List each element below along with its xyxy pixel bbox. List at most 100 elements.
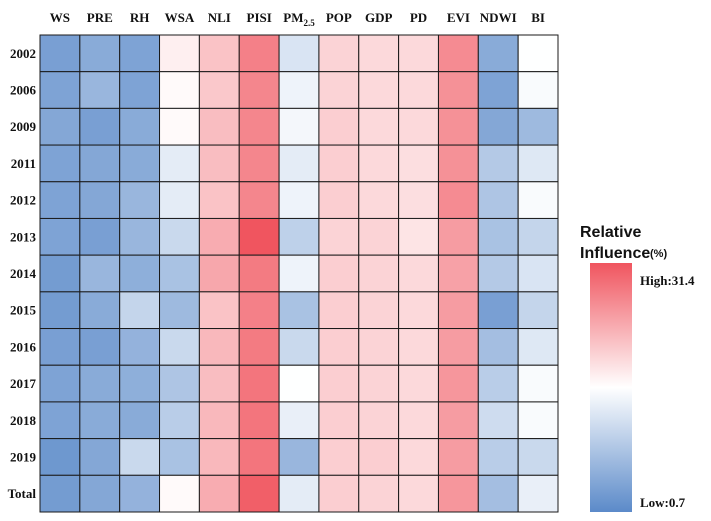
cell-2012-wsa (159, 181, 200, 219)
cell-2006-pop (318, 71, 360, 109)
cell-2014-rh (119, 254, 161, 293)
row-label-2009: 2009 (10, 119, 37, 134)
cell-2019-ws (39, 438, 81, 476)
row-label-2011: 2011 (11, 156, 36, 171)
cell-2012-nli (198, 181, 240, 219)
cell-2019-pm2-5 (278, 438, 320, 476)
cell-2002-bi (517, 34, 559, 73)
cell-2002-pop (318, 34, 360, 73)
legend-title-line2: Influence (580, 245, 650, 262)
cell-2017-pop (318, 364, 360, 403)
cell-2013-evi (437, 217, 479, 256)
cell-total-nli (198, 474, 240, 513)
column-label-ndwi: NDWI (480, 10, 517, 25)
cell-2006-pre (79, 71, 121, 109)
column-label-rh: RH (130, 10, 150, 25)
cell-2013-ws (39, 217, 81, 256)
cell-2018-pop (318, 401, 360, 440)
cell-total-pre (79, 474, 121, 513)
cell-2009-ndwi (477, 107, 519, 146)
cell-2015-ws (39, 291, 81, 330)
cell-2018-evi (437, 401, 479, 440)
cell-2017-pm2-5 (278, 364, 320, 403)
cell-2015-nli (198, 291, 240, 330)
cell-2015-pop (318, 291, 360, 330)
column-label-wsa: WSA (165, 10, 195, 25)
cell-2006-nli (198, 71, 240, 109)
cell-2019-gdp (358, 438, 400, 476)
cell-2009-gdp (358, 107, 400, 146)
cell-2002-pd (398, 34, 439, 73)
column-label-pd: PD (410, 10, 427, 25)
cell-2009-pop (318, 107, 360, 146)
cell-2011-evi (437, 144, 479, 183)
cell-2015-pre (79, 291, 121, 330)
cell-2016-pisi (238, 328, 280, 366)
cell-2018-gdp (358, 401, 400, 440)
cell-2012-gdp (358, 181, 400, 219)
cell-2017-gdp (358, 364, 400, 403)
cell-2019-pre (79, 438, 121, 476)
cell-2013-pop (318, 217, 360, 256)
cell-2018-bi (517, 401, 559, 440)
cell-2017-nli (198, 364, 240, 403)
cell-2013-nli (198, 217, 240, 256)
cell-2018-ws (39, 401, 81, 440)
column-labels: WS PRE RH WSA NLI PISI PM2.5 POP GDP PD EVI NDWI BI (50, 10, 545, 28)
cell-2017-evi (437, 364, 479, 403)
cell-2013-wsa (159, 217, 200, 256)
cell-2016-ws (39, 328, 81, 366)
cell-2002-rh (119, 34, 161, 73)
cell-2016-evi (437, 328, 479, 366)
cell-2013-bi (517, 217, 559, 256)
cell-2011-bi (517, 144, 559, 183)
cell-2002-ndwi (477, 34, 519, 73)
cell-total-bi (517, 474, 559, 513)
column-label-pre: PRE (87, 10, 113, 25)
cell-2009-pm2-5 (278, 107, 320, 146)
cell-2009-pre (79, 107, 121, 146)
cell-2018-wsa (159, 401, 200, 440)
column-label-pisi: PISI (247, 10, 272, 25)
row-label-2013: 2013 (10, 229, 37, 244)
cell-total-wsa (159, 474, 200, 513)
cell-2011-nli (198, 144, 240, 183)
cell-2006-ndwi (477, 71, 519, 109)
cell-2014-pop (318, 254, 360, 293)
cell-2016-gdp (358, 328, 400, 366)
cell-2015-bi (517, 291, 559, 330)
cell-2016-rh (119, 328, 161, 366)
cell-2009-nli (198, 107, 240, 146)
cell-2018-pre (79, 401, 121, 440)
cell-2016-ndwi (477, 328, 519, 366)
cell-2016-pm2-5 (278, 328, 320, 366)
cell-2006-bi (517, 71, 559, 109)
cell-total-ndwi (477, 474, 519, 513)
row-labels: 2002 2006 2009 2011 2012 2013 2014 2015 2016 2017… (8, 46, 37, 501)
row-label-2019: 2019 (10, 449, 37, 464)
cell-2016-pre (79, 328, 121, 366)
cell-2017-ws (39, 364, 81, 403)
cell-2009-wsa (159, 107, 200, 146)
cell-2019-ndwi (477, 438, 519, 476)
cell-2002-nli (198, 34, 240, 73)
cell-2006-ws (39, 71, 81, 109)
cell-2009-pd (398, 107, 439, 146)
cell-2013-pre (79, 217, 121, 256)
cell-2018-pm2-5 (278, 401, 320, 440)
cell-total-pd (398, 474, 439, 513)
cell-2011-pop (318, 144, 360, 183)
cell-2015-pisi (238, 291, 280, 330)
cell-2011-pd (398, 144, 439, 183)
cell-total-rh (119, 474, 161, 513)
legend-high-label: High:31.4 (640, 273, 695, 288)
cell-2016-pop (318, 328, 360, 366)
cell-total-ws (39, 474, 81, 513)
cell-2015-ndwi (477, 291, 519, 330)
cell-2019-wsa (159, 438, 200, 476)
legend-title-line1: Relative (580, 224, 641, 241)
cell-2002-gdp (358, 34, 400, 73)
column-label-ws: WS (50, 10, 70, 25)
cell-2014-pm2-5 (278, 254, 320, 293)
